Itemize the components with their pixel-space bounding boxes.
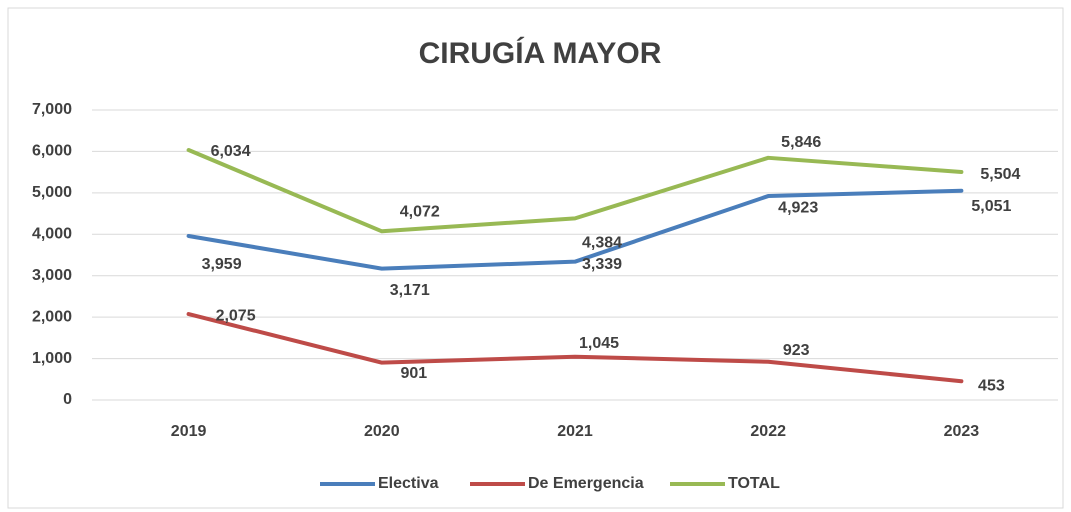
- chart-title: CIRUGÍA MAYOR: [419, 36, 662, 70]
- data-label: 3,959: [202, 256, 242, 273]
- x-tick-label: 2022: [750, 423, 786, 440]
- y-tick-label: 2,000: [32, 308, 72, 325]
- line-series: [186, 312, 964, 384]
- data-label: 3,171: [390, 282, 430, 299]
- y-tick-label: 7,000: [32, 101, 72, 118]
- line-series: [186, 148, 964, 234]
- data-label: 1,045: [579, 335, 619, 352]
- x-tick-label: 2023: [944, 423, 980, 440]
- data-label: 4,384: [582, 235, 622, 252]
- data-label: 3,339: [582, 256, 622, 273]
- y-tick-label: 3,000: [32, 267, 72, 284]
- y-tick-label: 1,000: [32, 350, 72, 367]
- x-tick-label: 2019: [171, 423, 207, 440]
- chart-border: [7, 7, 1064, 509]
- y-tick-label: 0: [63, 391, 72, 408]
- data-label: 6,034: [211, 143, 251, 160]
- legend-label: TOTAL: [728, 475, 780, 492]
- data-label: 4,072: [400, 204, 440, 221]
- data-label: 5,504: [980, 166, 1020, 183]
- line-series: [186, 188, 964, 271]
- data-label: 5,051: [971, 198, 1011, 215]
- data-label: 923: [783, 342, 810, 359]
- legend-label: De Emergencia: [528, 475, 644, 492]
- data-label: 453: [978, 377, 1005, 394]
- y-tick-label: 5,000: [32, 184, 72, 201]
- data-label: 901: [400, 365, 427, 382]
- x-tick-label: 2021: [557, 423, 593, 440]
- data-label: 4,923: [778, 199, 818, 216]
- legend-label: Electiva: [378, 475, 439, 492]
- x-tick-label: 2020: [364, 423, 400, 440]
- y-tick-label: 6,000: [32, 143, 72, 160]
- data-label: 2,075: [216, 307, 256, 324]
- data-label: 5,846: [781, 134, 821, 151]
- y-tick-label: 4,000: [32, 226, 72, 243]
